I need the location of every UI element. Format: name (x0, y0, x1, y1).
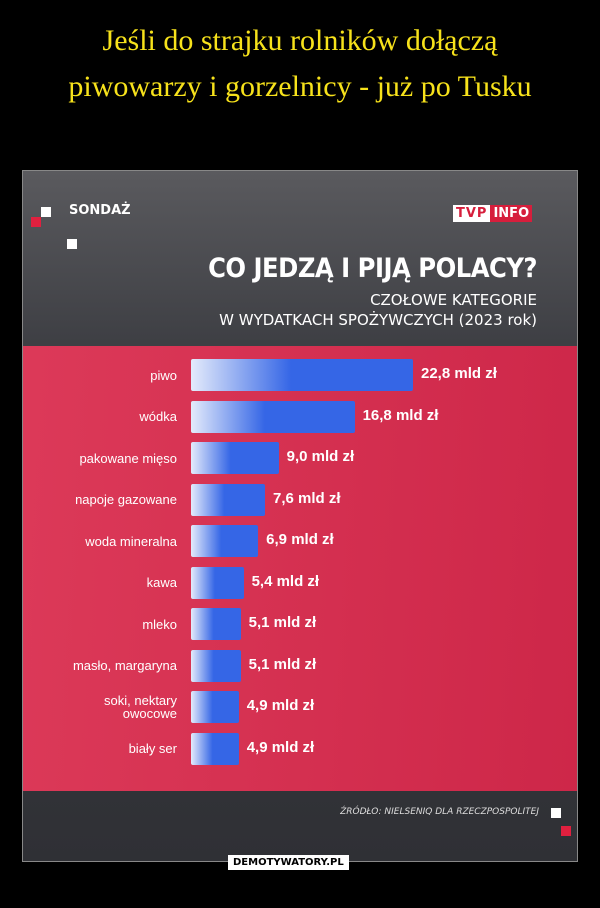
subtitle: CZOŁOWE KATEGORIE (370, 291, 537, 309)
bar (191, 483, 265, 516)
bar (191, 649, 241, 682)
category-label: kawa (146, 575, 177, 590)
value-label: 4,9 mld zł (246, 738, 315, 756)
value-label: 7,6 mld zł (273, 489, 341, 507)
bar (191, 400, 355, 433)
logo-main: TVP (453, 205, 491, 222)
square (67, 239, 77, 249)
square (41, 207, 51, 217)
category-label: biały ser (128, 741, 177, 756)
square (561, 826, 571, 836)
square (31, 217, 41, 227)
infographic: SONDAŻ TVP INFO CO JEDZĄ I PIJĄ POLACY? C… (22, 170, 578, 862)
bar (191, 691, 239, 723)
category-label: piwo (150, 367, 177, 383)
subtitle: W WYDATKACH SPOŻYWCZYCH (2023 rok) (219, 311, 537, 329)
title: Jeśli do strajku rolników dołączą piwowa… (68, 24, 532, 103)
source: ŹRÓDŁO: NIELSENIQ DLA RZECZPOSPOLITEJ (340, 807, 539, 817)
category-label: wódka (139, 409, 177, 424)
category-label: napoje gazowane (75, 492, 177, 507)
bar (191, 359, 413, 391)
bar (191, 608, 241, 640)
square (551, 808, 561, 818)
category-label: woda mineralna (85, 533, 177, 549)
value-label: 5,4 mld zł (251, 572, 320, 590)
value-label: 9,0 mld zł (286, 448, 355, 465)
logo-sub: INFO (490, 205, 533, 222)
value-label: 6,9 mld zł (266, 531, 334, 548)
category-label: masło, margaryna (72, 658, 177, 673)
bar (191, 525, 259, 557)
value-label: 5,1 mld zł (248, 614, 317, 631)
category-label: soki, nektary owocowe (104, 693, 177, 721)
badge: SONDAŻ (69, 203, 131, 218)
chart-title: CO JEDZĄ I PIJĄ POLACY? (208, 253, 537, 284)
bar (191, 566, 244, 599)
value-label: 4,9 mld zł (246, 697, 315, 714)
category-label: pakowane mięso (79, 450, 177, 466)
logo: TVP INFO (453, 205, 533, 222)
value-label: 5,1 mld zł (248, 655, 317, 673)
bar (191, 442, 279, 474)
category-label: mleko (142, 616, 177, 632)
watermark: DEMOTYWATORY.PL (228, 855, 349, 870)
value-label: 22,8 mld zł (421, 365, 497, 382)
value-label: 16,8 mld zł (362, 406, 439, 424)
bar (191, 732, 239, 765)
